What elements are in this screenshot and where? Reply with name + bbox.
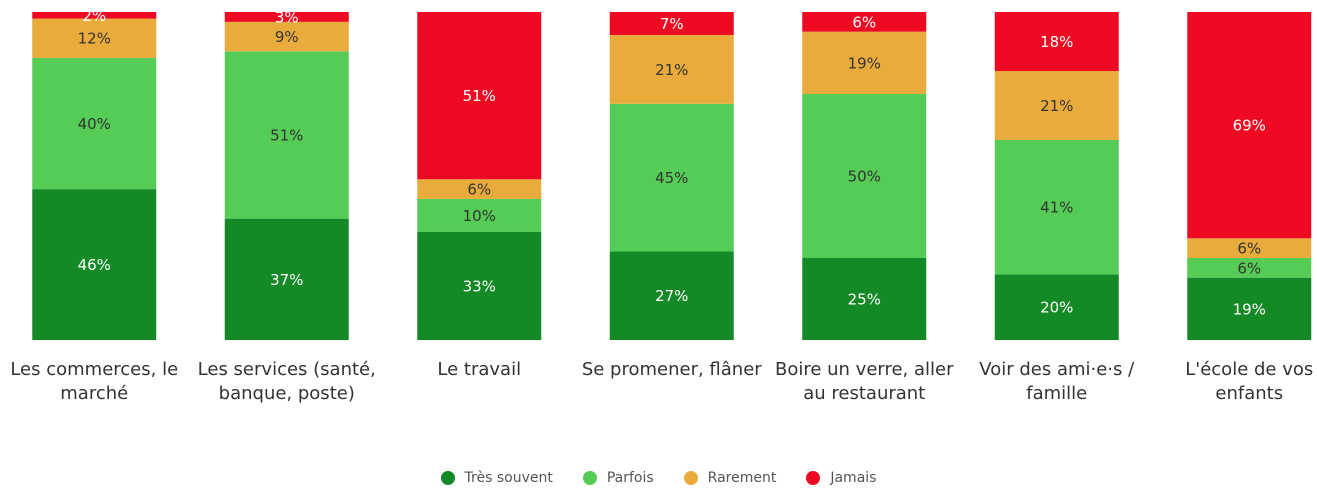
- value-label: 46%: [78, 256, 111, 274]
- value-label: 6%: [467, 181, 491, 199]
- value-label: 18%: [1040, 33, 1073, 51]
- plot: 46% 40% 12% 2% 37% 51% 9% 3% 33% 10% 6% 51% 27% 45% 21…: [32, 7, 1312, 340]
- legend-label: Parfois: [606, 470, 654, 486]
- bar-segment: [609, 251, 734, 340]
- value-label: 6%: [1237, 240, 1261, 258]
- value-label: 19%: [1233, 300, 1266, 318]
- value-label: 27%: [655, 287, 688, 305]
- bar-segment: [1187, 12, 1312, 239]
- value-label: 33%: [463, 277, 496, 295]
- value-label: 41%: [1040, 199, 1073, 217]
- legend-item: Parfois: [582, 470, 654, 486]
- category-label: Le travail: [437, 359, 522, 380]
- legend-label: Très souvent: [464, 470, 553, 486]
- bar-segment: [417, 231, 542, 340]
- bar-segment: [609, 12, 734, 35]
- legend-swatch: [683, 471, 698, 485]
- bar-segment: [32, 18, 157, 58]
- bar-segment: [1187, 258, 1312, 278]
- value-label: 69%: [1233, 117, 1266, 135]
- bar-segment: [994, 274, 1119, 340]
- bar-segment: [609, 34, 734, 104]
- bar-segment: [32, 12, 157, 19]
- bar-segment: [224, 218, 349, 340]
- value-label: 50%: [848, 168, 881, 186]
- legend-item: Rarement: [683, 470, 777, 486]
- category-label: Les commerces, le marché: [10, 359, 179, 404]
- legend-label: Jamais: [830, 470, 877, 486]
- value-label: 51%: [270, 127, 303, 145]
- bar-segment: [417, 198, 542, 232]
- value-label: 7%: [660, 15, 684, 33]
- legend-label: Rarement: [707, 470, 777, 486]
- bar-segment: [224, 12, 349, 22]
- bar-segment: [802, 12, 927, 32]
- value-label: 19%: [848, 54, 881, 72]
- legend-item: Très souvent: [440, 470, 553, 486]
- bar-segment: [1187, 238, 1312, 258]
- value-label: 51%: [463, 87, 496, 105]
- bar-segment: [994, 139, 1119, 275]
- category-label: Les services (santé, banque, poste): [197, 359, 376, 404]
- bar-segment: [802, 94, 927, 258]
- legend: Très souvent Parfois Rarement Jamais: [0, 470, 1317, 486]
- value-label: 21%: [655, 61, 688, 79]
- value-label: 37%: [270, 271, 303, 289]
- bar-segment: [32, 189, 157, 340]
- value-label: 20%: [1040, 299, 1073, 317]
- bar-segment: [32, 57, 157, 190]
- category-label: Voir des ami·e·s / famille: [979, 359, 1135, 404]
- category-label: Boire un verre, aller au restaurant: [774, 359, 954, 404]
- value-label: 2%: [82, 7, 106, 25]
- legend-swatch: [582, 471, 597, 485]
- value-label: 21%: [1040, 97, 1073, 115]
- bar-segment: [802, 31, 927, 94]
- bar-segment: [802, 258, 927, 340]
- bar-segment: [417, 12, 542, 180]
- value-label: 10%: [463, 207, 496, 225]
- bar-segment: [417, 179, 542, 199]
- value-label: 40%: [78, 115, 111, 133]
- value-label: 12%: [78, 30, 111, 48]
- category-label: Se promener, flâner: [581, 359, 762, 380]
- legend-swatch: [440, 471, 455, 485]
- value-label: 6%: [1237, 259, 1261, 277]
- bar-segment: [994, 71, 1119, 140]
- value-label: 3%: [275, 8, 299, 26]
- legend-swatch: [806, 471, 821, 485]
- bar-segment: [1187, 277, 1312, 340]
- legend-item: Jamais: [806, 470, 876, 486]
- bar-segment: [994, 12, 1119, 72]
- value-label: 45%: [655, 169, 688, 187]
- category-label: L'école de vos enfants: [1185, 359, 1314, 404]
- bar-segment: [609, 103, 734, 252]
- value-label: 9%: [275, 28, 299, 46]
- bar-segment: [224, 51, 349, 219]
- value-label: 6%: [852, 13, 876, 31]
- bar-segment: [224, 21, 349, 52]
- value-label: 25%: [848, 291, 881, 309]
